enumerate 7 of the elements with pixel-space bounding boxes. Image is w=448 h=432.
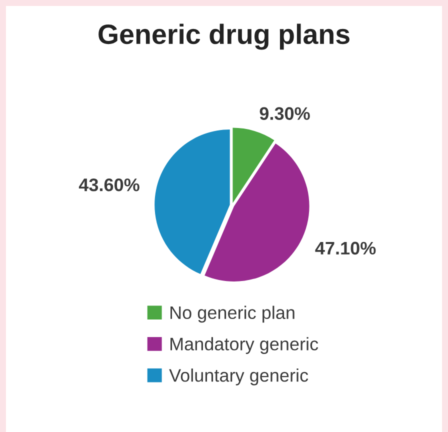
data-label: 43.60% [78, 178, 140, 192]
legend-label: No generic plan [170, 306, 294, 323]
legend-label: Voluntary generic [169, 368, 308, 386]
data-label: 9.30% [260, 107, 310, 120]
legend-label: Mandatory generic [170, 337, 318, 354]
chart-title: Generic drug plans [98, 24, 350, 50]
data-label: 47.10% [315, 242, 376, 255]
